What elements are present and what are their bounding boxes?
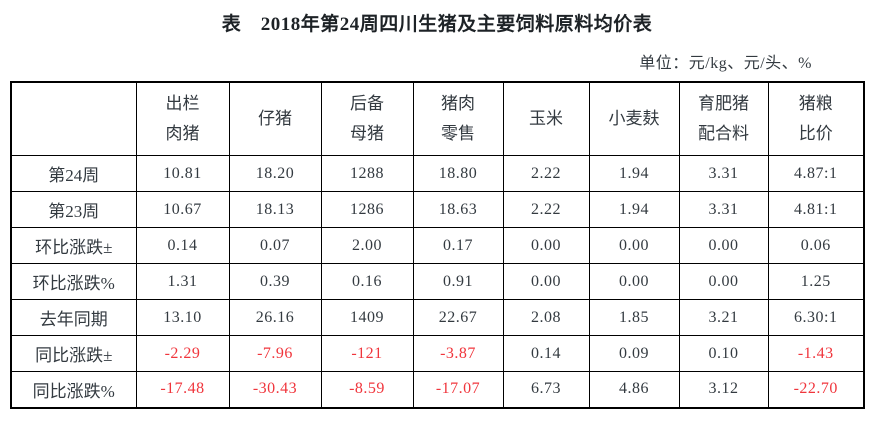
corner-cell <box>10 81 137 156</box>
row-header: 同比涨跌% <box>10 371 137 408</box>
table-row: 去年同期 13.10 26.16 1409 22.67 2.08 1.85 3.… <box>10 299 865 336</box>
table-cell: 2.08 <box>502 299 590 336</box>
table-cell: -2.29 <box>135 335 230 372</box>
table-cell: 3.12 <box>678 371 769 408</box>
table-cell: 0.14 <box>502 335 590 372</box>
column-header-houbei-muzhu: 后备 母猪 <box>320 81 414 156</box>
table-cell: 10.67 <box>135 191 230 228</box>
table-cell: 2.00 <box>320 227 414 264</box>
table-cell: 2.22 <box>502 191 590 228</box>
table-cell: 18.13 <box>228 191 322 228</box>
unit-note: 单位：元/kg、元/头、% <box>639 55 812 72</box>
table-cell: 1.94 <box>588 155 680 192</box>
table-cell: 0.07 <box>228 227 322 264</box>
table-cell: 26.16 <box>228 299 322 336</box>
row-header: 去年同期 <box>10 299 137 336</box>
column-header-zhuliang-bijia: 猪粮 比价 <box>767 81 865 156</box>
table-cell: 0.00 <box>678 227 769 264</box>
table-cell: 0.00 <box>588 227 680 264</box>
table-cell: 10.81 <box>135 155 230 192</box>
column-header-zizhu: 仔猪 <box>228 81 322 156</box>
table-cell: 13.10 <box>135 299 230 336</box>
table-row: 第23周 10.67 18.13 1286 18.63 2.22 1.94 3.… <box>10 191 865 228</box>
row-header: 同比涨跌± <box>10 335 137 372</box>
table-cell: 0.91 <box>412 263 504 300</box>
table-cell: 18.20 <box>228 155 322 192</box>
table-row: 同比涨跌± -2.29 -7.96 -121 -3.87 0.14 0.09 0… <box>10 335 865 372</box>
column-header-zhurou-lingshou: 猪肉 零售 <box>412 81 504 156</box>
column-header-xiaomaifu: 小麦麸 <box>588 81 680 156</box>
table-cell: 0.06 <box>767 227 865 264</box>
table-cell: 1.85 <box>588 299 680 336</box>
table-cell: 3.31 <box>678 191 769 228</box>
table-cell: 0.00 <box>502 263 590 300</box>
table-cell: 6.30:1 <box>767 299 865 336</box>
table-cell: 1.31 <box>135 263 230 300</box>
table-cell: 1286 <box>320 191 414 228</box>
table-cell: 0.00 <box>588 263 680 300</box>
table-cell: -1.43 <box>767 335 865 372</box>
price-table: 出栏 肉猪 仔猪 后备 母猪 猪肉 零售 玉米 小麦麸 育肥猪 配合料 猪粮 比… <box>10 81 865 409</box>
table-cell: -3.87 <box>412 335 504 372</box>
table-cell: 4.87:1 <box>767 155 865 192</box>
table-cell: 0.39 <box>228 263 322 300</box>
header-row: 出栏 肉猪 仔猪 后备 母猪 猪肉 零售 玉米 小麦麸 育肥猪 配合料 猪粮 比… <box>10 81 865 156</box>
table-cell: 3.21 <box>678 299 769 336</box>
table-cell: 0.17 <box>412 227 504 264</box>
table-cell: 0.10 <box>678 335 769 372</box>
table-cell: -17.48 <box>135 371 230 408</box>
row-header: 环比涨跌± <box>10 227 137 264</box>
table-cell: -8.59 <box>320 371 414 408</box>
row-header: 第24周 <box>10 155 137 192</box>
table-cell: 18.63 <box>412 191 504 228</box>
table-cell: -7.96 <box>228 335 322 372</box>
table-cell: 0.16 <box>320 263 414 300</box>
column-header-yufeizhu-peiheliao: 育肥猪 配合料 <box>678 81 769 156</box>
table-row: 环比涨跌% 1.31 0.39 0.16 0.91 0.00 0.00 0.00… <box>10 263 865 300</box>
table-cell: 0.09 <box>588 335 680 372</box>
table-row: 同比涨跌% -17.48 -30.43 -8.59 -17.07 6.73 4.… <box>10 371 865 408</box>
page-title: 表 2018年第24周四川生猪及主要饲料原料均价表 <box>221 14 653 35</box>
table-cell: 22.67 <box>412 299 504 336</box>
table-cell: 2.22 <box>502 155 590 192</box>
table-cell: 1.94 <box>588 191 680 228</box>
column-header-yumi: 玉米 <box>502 81 590 156</box>
column-header-chulan-rouzhu: 出栏 肉猪 <box>135 81 230 156</box>
table-cell: 1288 <box>320 155 414 192</box>
table-cell: 4.86 <box>588 371 680 408</box>
table-row: 第24周 10.81 18.20 1288 18.80 2.22 1.94 3.… <box>10 155 865 192</box>
table-cell: -121 <box>320 335 414 372</box>
table-cell: -30.43 <box>228 371 322 408</box>
table-cell: 18.80 <box>412 155 504 192</box>
table-cell: 1.25 <box>767 263 865 300</box>
table-cell: 0.00 <box>678 263 769 300</box>
table-cell: -17.07 <box>412 371 504 408</box>
table-cell: 3.31 <box>678 155 769 192</box>
table-cell: 4.81:1 <box>767 191 865 228</box>
row-header: 环比涨跌% <box>10 263 137 300</box>
table-row: 环比涨跌± 0.14 0.07 2.00 0.17 0.00 0.00 0.00… <box>10 227 865 264</box>
table-cell: -22.70 <box>767 371 865 408</box>
table-cell: 6.73 <box>502 371 590 408</box>
table-cell: 0.00 <box>502 227 590 264</box>
table-cell: 0.14 <box>135 227 230 264</box>
row-header: 第23周 <box>10 191 137 228</box>
table-cell: 1409 <box>320 299 414 336</box>
